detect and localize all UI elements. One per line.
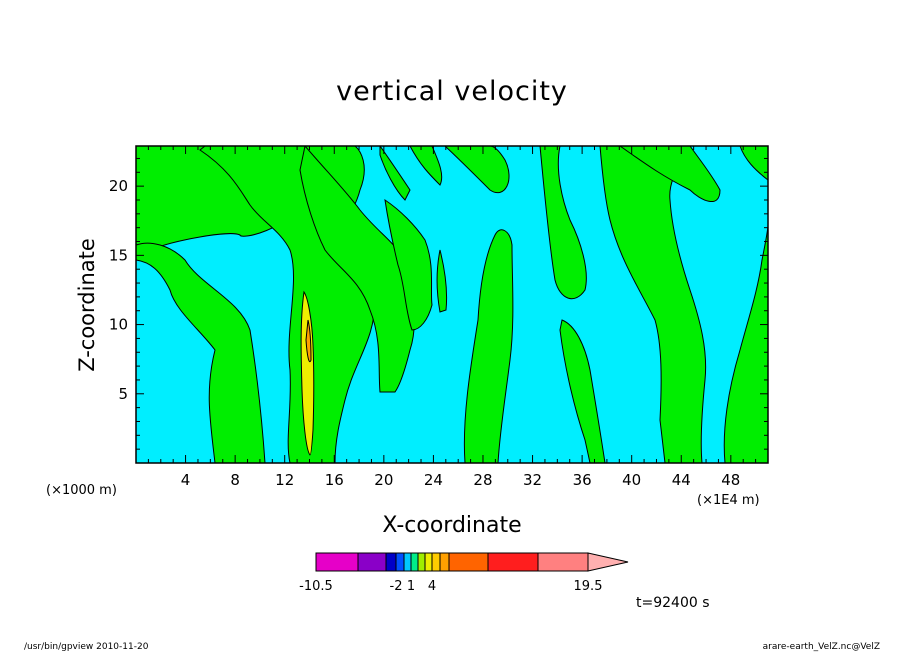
colorbar-segment: [315, 552, 359, 572]
x-tick-label: 40: [622, 471, 641, 489]
plot-frame: [135, 145, 769, 464]
colorbar-label: -2: [390, 579, 403, 594]
colorbar-label: 4: [428, 579, 436, 594]
colorbar-segment: [487, 552, 539, 572]
x-tick-label: 36: [573, 471, 592, 489]
x-tick-label: 20: [374, 471, 393, 489]
x-tick-label: 44: [672, 471, 691, 489]
x-unit-left: (×1000 m): [46, 483, 117, 498]
colorbar-segment: [431, 552, 441, 572]
positive-region: [723, 224, 768, 463]
x-tick-label: 48: [721, 471, 740, 489]
positive-region: [136, 242, 266, 463]
positive-region: [436, 249, 448, 313]
x-tick-label: 4: [181, 471, 191, 489]
footer-right: arare-earth_VelZ.nc@VelZ: [762, 642, 880, 652]
updraft-peak: [305, 319, 312, 363]
y-tick-label: 10: [109, 316, 128, 334]
footer-left: /usr/bin/gpview 2010-11-20: [24, 642, 149, 652]
x-tick-label: 16: [325, 471, 344, 489]
x-unit-right: (×1E4 m): [697, 493, 760, 508]
colorbar-label: -10.5: [299, 579, 333, 594]
positive-region: [384, 198, 433, 331]
y-axis: 5 10 15 20: [109, 157, 768, 450]
positive-region: [444, 146, 510, 193]
x-tick-label: 32: [523, 471, 542, 489]
chart-title: vertical velocity: [336, 76, 568, 107]
y-tick-label: 5: [118, 385, 128, 403]
colorbar-segment: [410, 552, 419, 572]
positive-region: [379, 146, 411, 201]
x-tick-label: 8: [230, 471, 240, 489]
y-tick-label: 20: [109, 177, 128, 195]
x-tick-label: 24: [424, 471, 443, 489]
x-tick-label: 28: [473, 471, 492, 489]
colorbar-segment: [448, 552, 489, 572]
x-axis: 4 8 12 16 20 24 28 32 36 40 44 48: [147, 146, 757, 489]
x-axis-label: X-coordinate: [382, 513, 522, 538]
positive-region: [619, 146, 721, 202]
positive-region: [599, 146, 707, 463]
colorbar-segment: [417, 552, 426, 572]
colorbar: -10.5 -2 1 4 19.5: [299, 552, 629, 594]
positive-region: [299, 146, 415, 393]
colorbar-segment: [439, 552, 450, 572]
time-label: t=92400 s: [636, 595, 710, 611]
positive-region: [559, 319, 606, 463]
colorbar-segment: [403, 552, 412, 572]
colorbar-segment: [424, 552, 433, 572]
colorbar-segment: [357, 552, 387, 572]
colorbar-label: 19.5: [574, 579, 603, 594]
positive-region: [409, 146, 443, 186]
colorbar-segment: [537, 552, 589, 572]
colorbar-segment: [395, 552, 405, 572]
x-tick-label: 12: [275, 471, 294, 489]
updraft-core: [300, 290, 315, 456]
colorbar-arrow: [587, 552, 629, 572]
colorbar-label: 1: [407, 579, 415, 594]
positive-region: [463, 229, 514, 463]
y-tick-label: 15: [109, 246, 128, 264]
colorbar-segment: [385, 552, 397, 572]
positive-region: [739, 146, 768, 181]
contour-fill: [136, 146, 768, 463]
positive-region: [539, 146, 587, 300]
